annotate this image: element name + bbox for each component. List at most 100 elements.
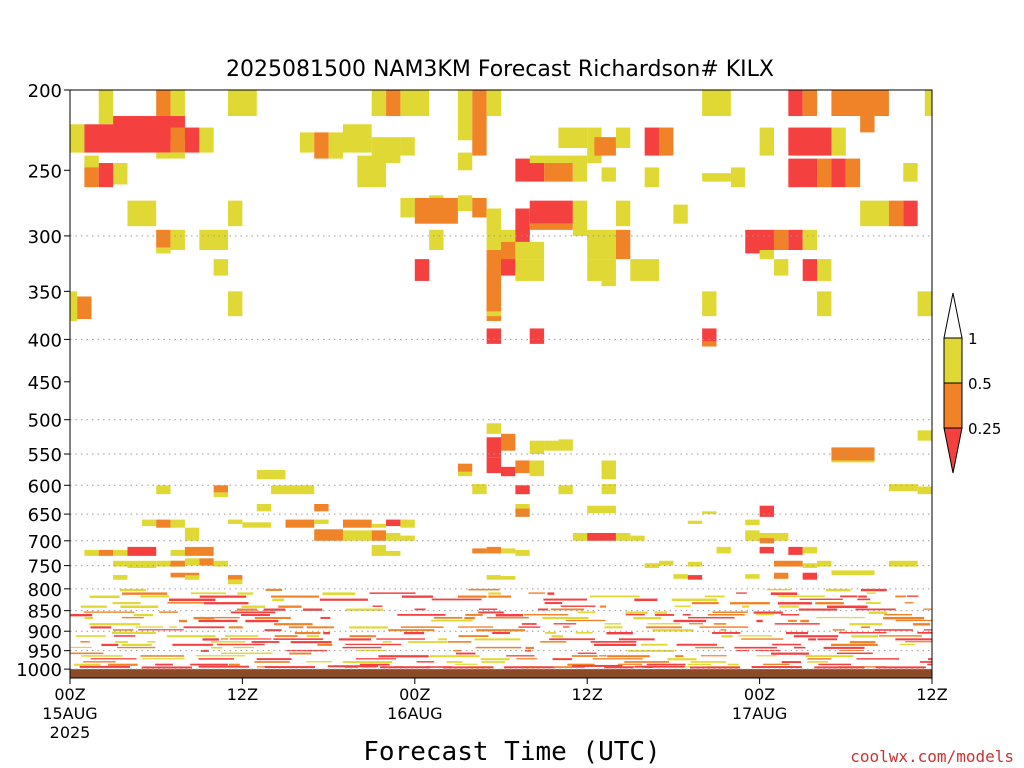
ri-cell <box>560 605 596 607</box>
ri-cell <box>127 200 157 227</box>
credit-text: coolwx.com/models <box>850 747 1014 766</box>
ri-cell <box>170 572 200 578</box>
ri-cell <box>515 549 530 556</box>
ri-cell <box>486 90 501 117</box>
ri-cell <box>256 469 286 480</box>
ri-cell <box>590 641 637 643</box>
ri-cell <box>289 652 312 655</box>
ri-cell <box>486 229 501 251</box>
ri-cell <box>108 663 138 666</box>
ri-cell <box>228 90 257 117</box>
ri-cell <box>457 595 487 598</box>
x-tick-label: 00Z <box>54 685 85 704</box>
grid-lines <box>70 235 932 670</box>
y-tick-label: 850 <box>28 602 62 623</box>
ri-cell <box>342 661 393 663</box>
ri-cell <box>113 575 128 580</box>
ri-cell <box>802 572 818 578</box>
ri-cell <box>759 250 774 260</box>
ri-cell <box>213 560 229 567</box>
ri-cell <box>515 504 530 509</box>
ri-cell <box>379 666 431 669</box>
ri-cell <box>190 592 227 595</box>
ri-cell <box>830 643 878 647</box>
ri-cell <box>228 579 243 585</box>
ri-cell <box>654 611 667 614</box>
ri-cell <box>465 614 483 616</box>
ri-cell <box>756 619 763 623</box>
ri-cell <box>70 652 104 655</box>
ri-cell <box>838 632 887 634</box>
ri-cell <box>468 588 500 591</box>
ri-cell <box>587 532 616 541</box>
ri-cell <box>807 661 829 663</box>
ri-cell <box>70 291 78 321</box>
ri-cell <box>214 616 240 619</box>
ri-cell <box>170 229 185 251</box>
legend-label: 1 <box>968 330 978 348</box>
ri-cell <box>759 546 774 554</box>
ri-cell <box>204 602 249 605</box>
ri-cell <box>868 611 888 614</box>
ri-cell <box>431 619 473 622</box>
ri-cell <box>501 229 516 242</box>
ri-cell <box>371 523 387 528</box>
ri-cell <box>895 595 906 598</box>
ri-cell <box>504 666 555 669</box>
ri-cell <box>389 658 397 660</box>
chart-title: 2025081500 NAM3KM Forecast Richardson# K… <box>226 57 774 82</box>
ri-cell <box>759 538 774 544</box>
ri-cell <box>314 529 343 541</box>
ri-cell <box>290 641 332 644</box>
ri-cell <box>228 519 243 524</box>
ri-cell <box>773 560 803 567</box>
ri-cell <box>554 666 585 668</box>
ri-cell <box>849 623 883 626</box>
ri-cell <box>687 663 712 666</box>
ri-cell <box>113 549 128 556</box>
ri-cell <box>644 127 660 156</box>
ri-cell <box>121 643 152 646</box>
ri-cell <box>807 658 832 660</box>
ri-cell <box>571 655 598 657</box>
ri-cell <box>549 638 595 641</box>
ri-cell <box>551 635 564 638</box>
ri-cell <box>400 90 430 117</box>
ri-cell <box>170 560 185 567</box>
ri-cell <box>529 155 573 164</box>
ri-cell <box>254 661 290 663</box>
ri-cell <box>624 661 670 663</box>
ri-cell <box>646 626 683 629</box>
ri-cell <box>528 592 545 594</box>
ri-cell <box>84 163 99 188</box>
ri-cell <box>114 641 129 643</box>
ri-cell <box>213 492 229 498</box>
ri-cell <box>763 663 790 666</box>
ri-cell <box>199 127 214 153</box>
ri-cell <box>558 439 573 451</box>
legend-label: 0.25 <box>968 420 1001 438</box>
ri-cell <box>447 641 472 643</box>
ri-cell <box>242 522 272 528</box>
ri-cell <box>814 666 865 669</box>
ri-cell <box>228 291 243 317</box>
ri-cell <box>745 574 760 579</box>
ri-cell <box>673 619 706 623</box>
ri-cell <box>903 200 918 227</box>
ri-cell <box>133 614 154 617</box>
ri-cell <box>831 447 875 461</box>
ri-cell <box>798 608 838 611</box>
ri-cell <box>170 127 185 153</box>
ri-cell <box>860 116 875 133</box>
ri-cell <box>802 90 818 117</box>
ri-cell <box>213 259 229 276</box>
ri-cell <box>866 592 876 594</box>
ri-cell <box>525 646 534 649</box>
ri-cell <box>772 643 801 646</box>
ri-cell <box>501 548 516 554</box>
ri-cell <box>741 638 784 640</box>
legend: 1 0.5 0.25 <box>943 292 1001 474</box>
ri-cell <box>734 646 777 649</box>
ri-cell <box>228 663 240 666</box>
ri-cell <box>200 649 210 652</box>
